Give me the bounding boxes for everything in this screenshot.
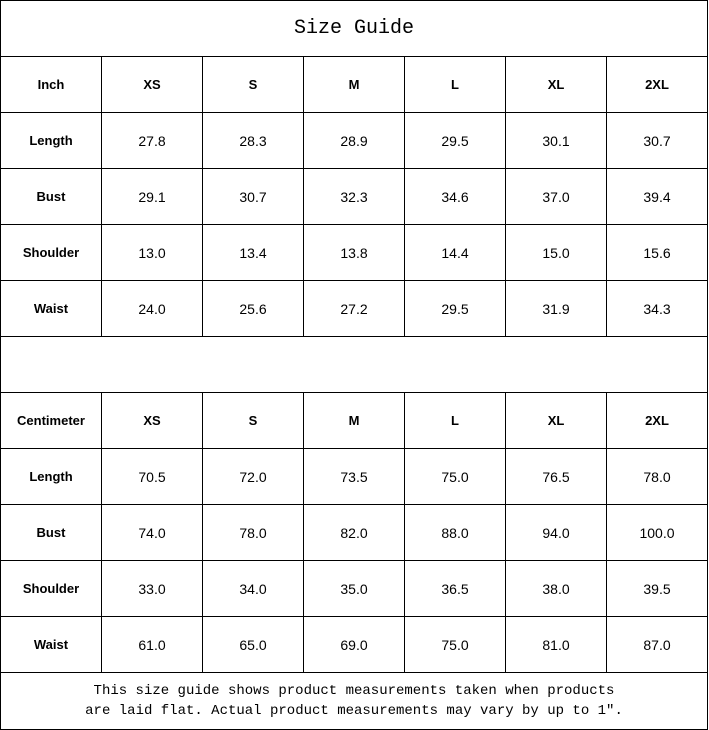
size-header: L (404, 392, 506, 449)
measurement-value: 74.0 (101, 504, 203, 561)
measurement-value: 78.0 (606, 448, 708, 505)
measurement-value: 29.1 (101, 168, 203, 225)
measurement-label: Waist (0, 616, 102, 673)
measurement-label: Bust (0, 504, 102, 561)
table-row: Bust 74.0 78.0 82.0 88.0 94.0 100.0 (0, 504, 708, 561)
measurement-value: 35.0 (303, 560, 405, 617)
measurement-value: 30.7 (606, 112, 708, 169)
measurement-value: 75.0 (404, 616, 506, 673)
measurement-value: 38.0 (505, 560, 607, 617)
size-header: 2XL (606, 392, 708, 449)
measurement-value: 94.0 (505, 504, 607, 561)
measurement-value: 14.4 (404, 224, 506, 281)
measurement-value: 33.0 (101, 560, 203, 617)
header-row: Centimeter XS S M L XL 2XL (0, 392, 708, 449)
measurement-value: 36.5 (404, 560, 506, 617)
measurement-value: 34.6 (404, 168, 506, 225)
measurement-value: 29.5 (404, 112, 506, 169)
measurement-value: 31.9 (505, 280, 607, 337)
measurement-value: 34.3 (606, 280, 708, 337)
size-header: XL (505, 56, 607, 113)
size-header: S (202, 392, 304, 449)
measurement-label: Shoulder (0, 224, 102, 281)
header-row: Inch XS S M L XL 2XL (0, 56, 708, 113)
table-row: Waist 61.0 65.0 69.0 75.0 81.0 87.0 (0, 616, 708, 673)
table-row: Shoulder 33.0 34.0 35.0 36.5 38.0 39.5 (0, 560, 708, 617)
measurement-value: 70.5 (101, 448, 203, 505)
size-header: XL (505, 392, 607, 449)
measurement-value: 100.0 (606, 504, 708, 561)
measurement-value: 88.0 (404, 504, 506, 561)
measurement-value: 34.0 (202, 560, 304, 617)
measurement-label: Length (0, 112, 102, 169)
measurement-value: 69.0 (303, 616, 405, 673)
measurement-value: 73.5 (303, 448, 405, 505)
unit-label: Centimeter (0, 392, 102, 449)
measurement-value: 76.5 (505, 448, 607, 505)
measurement-value: 78.0 (202, 504, 304, 561)
measurement-value: 27.8 (101, 112, 203, 169)
measurement-value: 32.3 (303, 168, 405, 225)
size-header: L (404, 56, 506, 113)
measurement-label: Bust (0, 168, 102, 225)
measurement-value: 37.0 (505, 168, 607, 225)
measurement-value: 15.0 (505, 224, 607, 281)
measurement-value: 72.0 (202, 448, 304, 505)
measurement-value: 25.6 (202, 280, 304, 337)
size-header: M (303, 392, 405, 449)
size-note: This size guide shows product measuremen… (0, 672, 708, 730)
measurement-value: 28.3 (202, 112, 304, 169)
size-header: XS (101, 56, 203, 113)
measurement-value: 39.4 (606, 168, 708, 225)
measurement-value: 13.0 (101, 224, 203, 281)
measurement-label: Waist (0, 280, 102, 337)
spacer-cell (0, 336, 708, 393)
measurement-value: 39.5 (606, 560, 708, 617)
table-row: Length 27.8 28.3 28.9 29.5 30.1 30.7 (0, 112, 708, 169)
measurement-value: 30.7 (202, 168, 304, 225)
measurement-value: 13.4 (202, 224, 304, 281)
note-line-2: are laid flat. Actual product measuremen… (85, 703, 623, 719)
measurement-label: Length (0, 448, 102, 505)
table-row: Length 70.5 72.0 73.5 75.0 76.5 78.0 (0, 448, 708, 505)
page-title: Size Guide (0, 0, 708, 57)
table-row: Waist 24.0 25.6 27.2 29.5 31.9 34.3 (0, 280, 708, 337)
size-header: S (202, 56, 304, 113)
measurement-label: Shoulder (0, 560, 102, 617)
note-row: This size guide shows product measuremen… (0, 672, 708, 730)
size-header: 2XL (606, 56, 708, 113)
measurement-value: 65.0 (202, 616, 304, 673)
measurement-value: 15.6 (606, 224, 708, 281)
measurement-value: 61.0 (101, 616, 203, 673)
measurement-value: 29.5 (404, 280, 506, 337)
size-header: XS (101, 392, 203, 449)
measurement-value: 81.0 (505, 616, 607, 673)
measurement-value: 75.0 (404, 448, 506, 505)
spacer-row (0, 336, 708, 393)
size-header: M (303, 56, 405, 113)
measurement-value: 30.1 (505, 112, 607, 169)
measurement-value: 27.2 (303, 280, 405, 337)
measurement-value: 82.0 (303, 504, 405, 561)
measurement-value: 28.9 (303, 112, 405, 169)
table-row: Bust 29.1 30.7 32.3 34.6 37.0 39.4 (0, 168, 708, 225)
measurement-value: 24.0 (101, 280, 203, 337)
measurement-value: 87.0 (606, 616, 708, 673)
table-row: Shoulder 13.0 13.4 13.8 14.4 15.0 15.6 (0, 224, 708, 281)
measurement-value: 13.8 (303, 224, 405, 281)
note-line-1: This size guide shows product measuremen… (93, 683, 615, 699)
unit-label: Inch (0, 56, 102, 113)
